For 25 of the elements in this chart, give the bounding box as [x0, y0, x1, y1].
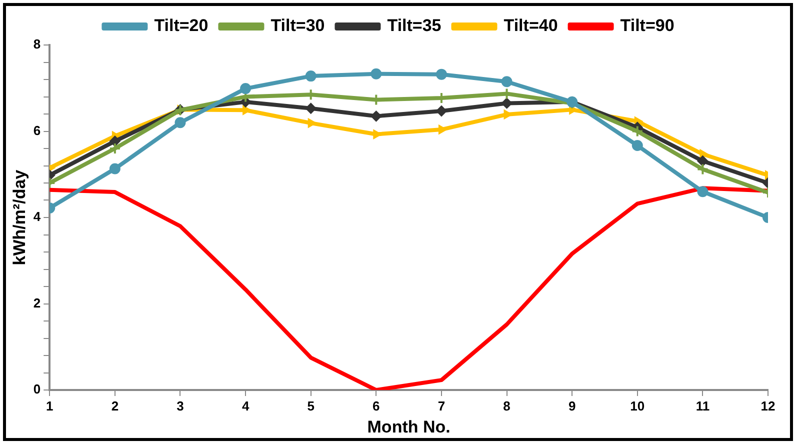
- x-tick-label: 2: [111, 398, 119, 414]
- y-axis-title: kWh/m²/day: [10, 169, 29, 266]
- x-tick-label: 10: [630, 398, 645, 414]
- y-tick-label: 8: [33, 36, 41, 52]
- y-tick-label: 4: [33, 209, 42, 224]
- y-tick-label: 0: [33, 382, 41, 397]
- x-tick-label: 1: [46, 398, 54, 414]
- legend-label: Tilt=40: [504, 16, 558, 36]
- x-tick-label: 11: [696, 398, 710, 414]
- legend-label: Tilt=90: [620, 16, 674, 36]
- x-tick-label: 12: [760, 398, 776, 414]
- x-tick-label: 9: [568, 398, 576, 414]
- legend-label: Tilt=35: [387, 16, 442, 36]
- x-tick-label: 3: [176, 398, 184, 414]
- x-tick-label: 8: [503, 398, 510, 414]
- x-tick-label: 4: [242, 398, 250, 414]
- x-tick-label: 7: [438, 398, 446, 414]
- chart-frame: Month No. kWh/m²/day Tilt=20 Tilt=30 Tilt=35 Tilt=40 Tilt=90 1 2 3 4 5 6 7 8 9 10 11 12 0 2 4 6 8: [3, 3, 793, 441]
- legend-label: Tilt=30: [270, 16, 325, 36]
- y-tick-label: 2: [33, 295, 41, 310]
- x-axis-title: Month No.: [367, 417, 450, 436]
- x-tick-label: 6: [372, 398, 380, 414]
- y-tick-label: 6: [33, 122, 41, 138]
- x-tick-label: 5: [307, 398, 314, 414]
- legend-label: Tilt=20: [154, 16, 208, 36]
